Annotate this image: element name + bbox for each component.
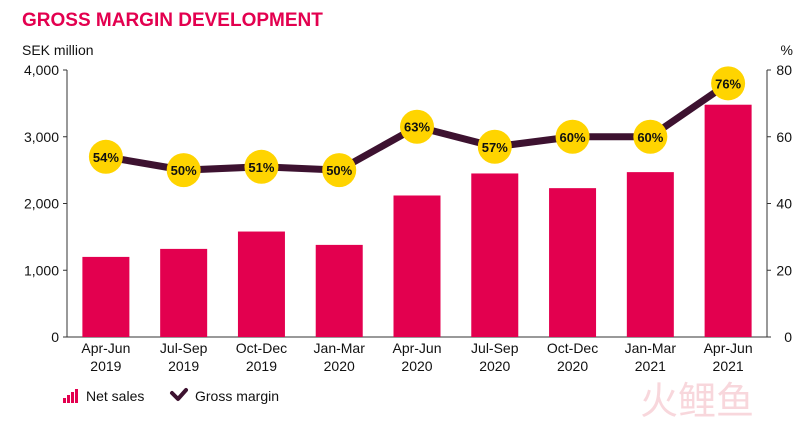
x-tick-label-period: Oct-Dec xyxy=(547,340,598,356)
gross-margin-marker xyxy=(88,139,123,174)
left-tick-label: 1,000 xyxy=(24,262,59,278)
gross-margin-marker xyxy=(322,153,357,188)
right-tick-label: 40 xyxy=(776,196,792,212)
chart-title: GROSS MARGIN DEVELOPMENT xyxy=(22,10,323,31)
net-sales-legend-icon-bar xyxy=(63,398,66,403)
net-sales-bar xyxy=(626,172,674,337)
right-tick-label: 20 xyxy=(776,262,792,278)
gross-margin-marker xyxy=(400,109,434,144)
left-tick-label: 2,000 xyxy=(24,196,59,212)
gross-margin-marker xyxy=(244,149,279,184)
left-tick-label: 4,000 xyxy=(24,62,59,78)
right-axis-unit: % xyxy=(781,42,793,58)
right-tick-label: 80 xyxy=(776,62,792,78)
x-tick-label-year: 2019 xyxy=(90,358,121,374)
left-tick-label: 3,000 xyxy=(24,129,59,145)
x-tick-label-year: 2019 xyxy=(168,358,199,374)
net-sales-bar xyxy=(471,173,519,337)
category-labels: Apr-Jun 2019 Jul-Sep 2019 Oct-Dec 2019 Jan-Mar… xyxy=(81,340,752,374)
x-tick-label-period: Jul-Sep xyxy=(160,340,208,356)
x-tick-label-period: Apr-Jun xyxy=(81,340,130,356)
net-sales-bar xyxy=(82,256,130,337)
net-sales-bar xyxy=(393,195,441,337)
left-axis-unit: SEK million xyxy=(22,42,94,58)
x-tick-label-period: Jan-Mar xyxy=(314,340,366,356)
x-tick-label-year: 2021 xyxy=(635,358,666,374)
gross-margin-data-label: 51% xyxy=(248,160,274,175)
net-sales-bar xyxy=(704,104,752,338)
x-tick-label-period: Jan-Mar xyxy=(625,340,677,356)
gross-margin-data-label: 63% xyxy=(404,120,430,135)
right-tick-label: 0 xyxy=(784,329,792,345)
x-tick-label-year: 2020 xyxy=(479,358,510,374)
gross-margin-data-label: 54% xyxy=(93,150,119,165)
x-tick-label-year: 2020 xyxy=(557,358,588,374)
net-sales-bar xyxy=(237,231,285,337)
x-tick-label-year: 2021 xyxy=(713,358,744,374)
gross-margin-marker xyxy=(633,119,668,154)
x-tick-label-period: Jul-Sep xyxy=(471,340,519,356)
right-tick-label: 60 xyxy=(776,129,792,145)
gross-margin-marker xyxy=(477,129,512,164)
gross-margin-marker xyxy=(711,66,746,101)
net-sales-bars xyxy=(82,104,752,338)
net-sales-legend-icon-bar xyxy=(67,395,70,403)
gross-margin-marker xyxy=(166,153,201,188)
net-sales-bar xyxy=(315,244,363,337)
gross-margin-legend-icon xyxy=(170,388,188,401)
legend-label-gross-margin: Gross margin xyxy=(195,388,279,404)
gross-margin-data-label: 57% xyxy=(482,140,508,155)
left-tick-label: 0 xyxy=(51,329,59,345)
gross-margin-data-label: 50% xyxy=(171,163,197,178)
legend: Net sales Gross margin xyxy=(63,388,279,404)
net-sales-bar xyxy=(549,188,597,337)
x-tick-label-period: Oct-Dec xyxy=(236,340,287,356)
net-sales-legend-icon-bar xyxy=(75,389,78,403)
gross-margin-data-label: 76% xyxy=(715,76,741,91)
net-sales-bar xyxy=(160,248,208,337)
x-tick-label-year: 2019 xyxy=(246,358,277,374)
x-tick-label-year: 2020 xyxy=(324,358,355,374)
gross-margin-line: 54% 50% 51% 50% 63% 57% 60% 60% 76% xyxy=(88,66,746,188)
watermark-logo: 火鲤鱼 xyxy=(640,379,754,423)
x-tick-label-year: 2020 xyxy=(401,358,432,374)
legend-label-net-sales: Net sales xyxy=(86,388,144,404)
gross-margin-data-label: 50% xyxy=(326,163,352,178)
gross-margin-data-label: 60% xyxy=(560,130,586,145)
gross-margin-marker xyxy=(555,119,590,154)
net-sales-legend-icon-bar xyxy=(71,392,74,403)
gross-margin-data-label: 60% xyxy=(637,130,663,145)
x-tick-label-period: Apr-Jun xyxy=(704,340,753,356)
x-tick-label-period: Apr-Jun xyxy=(392,340,441,356)
